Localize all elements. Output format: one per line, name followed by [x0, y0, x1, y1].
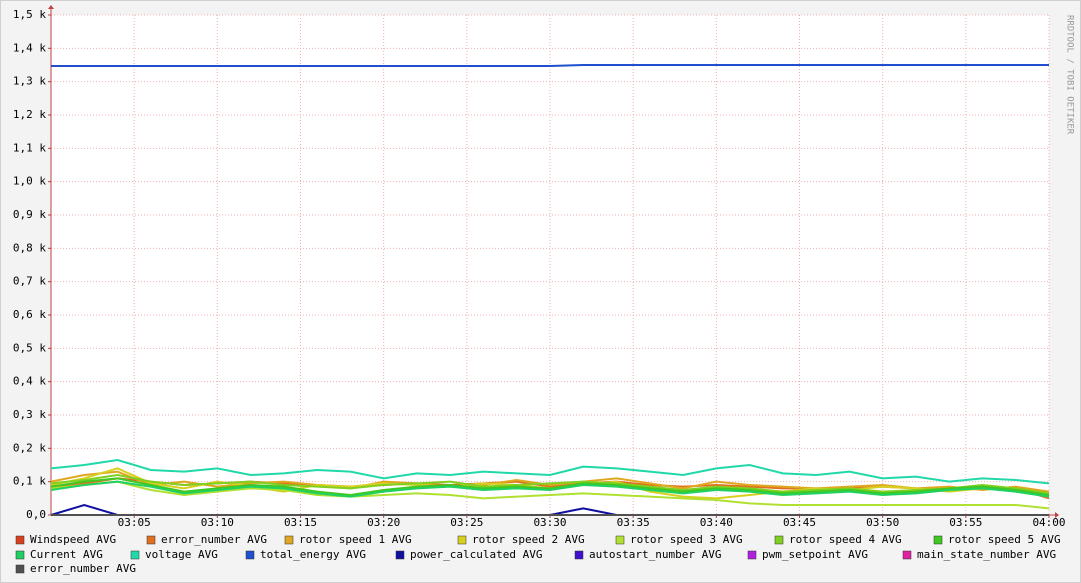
legend-label: rotor speed 4 AVG	[789, 533, 902, 546]
axis-arrow	[1055, 512, 1059, 518]
x-tick-label: 03:45	[783, 516, 816, 529]
y-tick-label: 1,2 k	[13, 108, 46, 121]
legend-swatch	[747, 550, 757, 560]
y-tick-label: 0,4 k	[13, 375, 46, 388]
legend-swatch	[457, 535, 467, 545]
legend-label: voltage AVG	[145, 548, 218, 561]
legend-label: Current AVG	[30, 548, 103, 561]
y-tick-label: 0,2 k	[13, 441, 46, 454]
x-tick-label: 03:05	[118, 516, 151, 529]
legend-label: rotor speed 1 AVG	[299, 533, 412, 546]
legend-swatch	[615, 535, 625, 545]
y-tick-label: 1,4 k	[13, 41, 46, 54]
legend-swatch	[574, 550, 584, 560]
legend-swatch	[130, 550, 140, 560]
legend-swatch	[395, 550, 405, 560]
legend-label: autostart_number AVG	[589, 548, 721, 561]
series-line	[50, 477, 1050, 497]
legend-swatch	[284, 535, 294, 545]
y-tick-label: 1,0 k	[13, 175, 46, 188]
legend-label: power_calculated AVG	[410, 548, 542, 561]
legend-label: rotor speed 5 AVG	[948, 533, 1061, 546]
legend-label: error_number AVG	[161, 533, 267, 546]
legend-swatch	[146, 535, 156, 545]
legend-swatch	[774, 535, 784, 545]
x-tick-label: 03:35	[617, 516, 650, 529]
y-tick-label: 1,1 k	[13, 141, 46, 154]
legend-swatch	[933, 535, 943, 545]
legend-swatch	[902, 550, 912, 560]
series-line	[50, 480, 1050, 498]
y-tick-label: 0,6 k	[13, 308, 46, 321]
x-tick-label: 03:30	[533, 516, 566, 529]
x-tick-label: 03:40	[700, 516, 733, 529]
x-tick-label: 03:20	[367, 516, 400, 529]
legend-swatch	[15, 550, 25, 560]
y-tick-label: 0,1 k	[13, 475, 46, 488]
legend-label: main_state_number AVG	[917, 548, 1056, 561]
x-tick-label: 04:00	[1032, 516, 1065, 529]
y-tick-label: 0,7 k	[13, 275, 46, 288]
y-tick-label: 0,3 k	[13, 408, 46, 421]
series-line	[50, 458, 1050, 485]
x-tick-label: 03:50	[866, 516, 899, 529]
y-tick-label: 0,0	[26, 508, 46, 521]
x-tick-label: 03:55	[949, 516, 982, 529]
x-tick-label: 03:15	[284, 516, 317, 529]
y-tick-label: 0,9 k	[13, 208, 46, 221]
x-tick-label: 03:10	[201, 516, 234, 529]
legend-swatch	[15, 535, 25, 545]
legend-swatch	[245, 550, 255, 560]
y-tick-label: 0,8 k	[13, 241, 46, 254]
y-tick-label: 0,5 k	[13, 341, 46, 354]
series-line	[50, 480, 1050, 510]
series-line	[50, 470, 1050, 493]
legend-label: rotor speed 3 AVG	[630, 533, 743, 546]
series-line	[50, 473, 1050, 495]
y-tick-label: 1,3 k	[13, 75, 46, 88]
legend-label: error_number AVG	[30, 562, 136, 575]
legend-swatch	[15, 564, 25, 574]
y-tick-label: 1,5 k	[13, 8, 46, 21]
watermark: RRDTOOL / TOBI OETIKER	[1065, 15, 1075, 135]
legend-label: Windspeed AVG	[30, 533, 116, 546]
x-tick-label: 03:25	[450, 516, 483, 529]
axis-arrow	[48, 5, 54, 9]
series-line	[51, 64, 1049, 67]
legend-label: total_energy AVG	[260, 548, 366, 561]
legend-label: pwm_setpoint AVG	[762, 548, 868, 561]
legend-label: rotor speed 2 AVG	[472, 533, 585, 546]
